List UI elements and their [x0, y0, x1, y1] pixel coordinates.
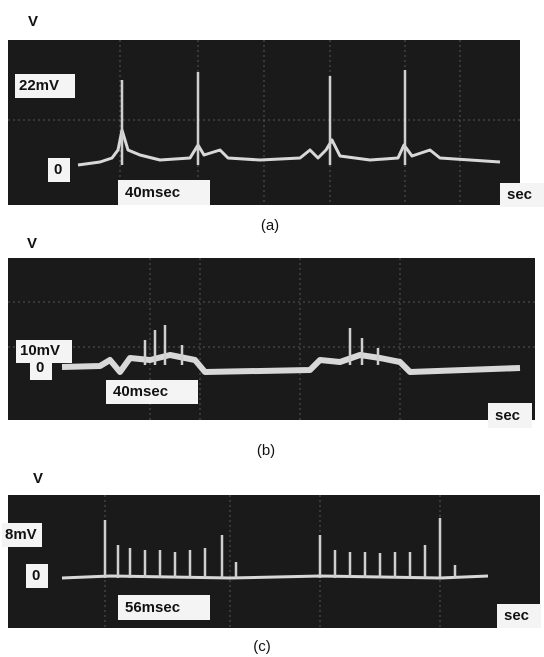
label-box — [488, 403, 532, 428]
label-box — [497, 604, 541, 628]
zero-label: 0 — [32, 567, 40, 584]
time-label: 56msec — [125, 599, 180, 616]
unit-label: sec — [507, 186, 532, 203]
axis-label: V — [33, 470, 43, 487]
caption: (a) — [261, 217, 279, 234]
time-label: 40msec — [113, 383, 168, 400]
label-box — [30, 356, 52, 380]
level-label: 8mV — [5, 526, 37, 543]
label-box — [500, 183, 544, 207]
time-label: 40msec — [125, 184, 180, 201]
panel-a: V 22mV 0 40msec sec (a) — [8, 13, 544, 234]
unit-label: sec — [495, 407, 520, 424]
label-box — [15, 74, 75, 98]
label-box — [48, 158, 70, 182]
axis-label: V — [27, 235, 37, 252]
panel-b: V 10mV 0 40msec sec (b) — [8, 235, 535, 459]
axis-label: V — [28, 13, 38, 30]
label-box — [118, 595, 210, 620]
unit-label: sec — [504, 607, 529, 624]
scope-screen — [8, 258, 535, 420]
caption: (b) — [257, 442, 275, 459]
scope-screen — [8, 40, 520, 205]
label-box — [106, 380, 198, 404]
label-box — [2, 523, 42, 547]
zero-label: 0 — [36, 359, 44, 376]
level-label: 10mV — [20, 342, 60, 359]
spikes — [103, 518, 457, 578]
level-label: 22mV — [19, 77, 59, 94]
caption: (c) — [253, 638, 271, 655]
label-box — [26, 564, 48, 588]
trace — [61, 352, 521, 375]
panel-c: V 8mV 0 56msec sec (c) — [2, 470, 541, 655]
label-box — [118, 180, 210, 205]
trace — [77, 128, 501, 167]
trace — [61, 574, 489, 580]
zero-label: 0 — [54, 161, 62, 178]
scope-screen — [8, 495, 540, 628]
grid — [8, 40, 520, 205]
